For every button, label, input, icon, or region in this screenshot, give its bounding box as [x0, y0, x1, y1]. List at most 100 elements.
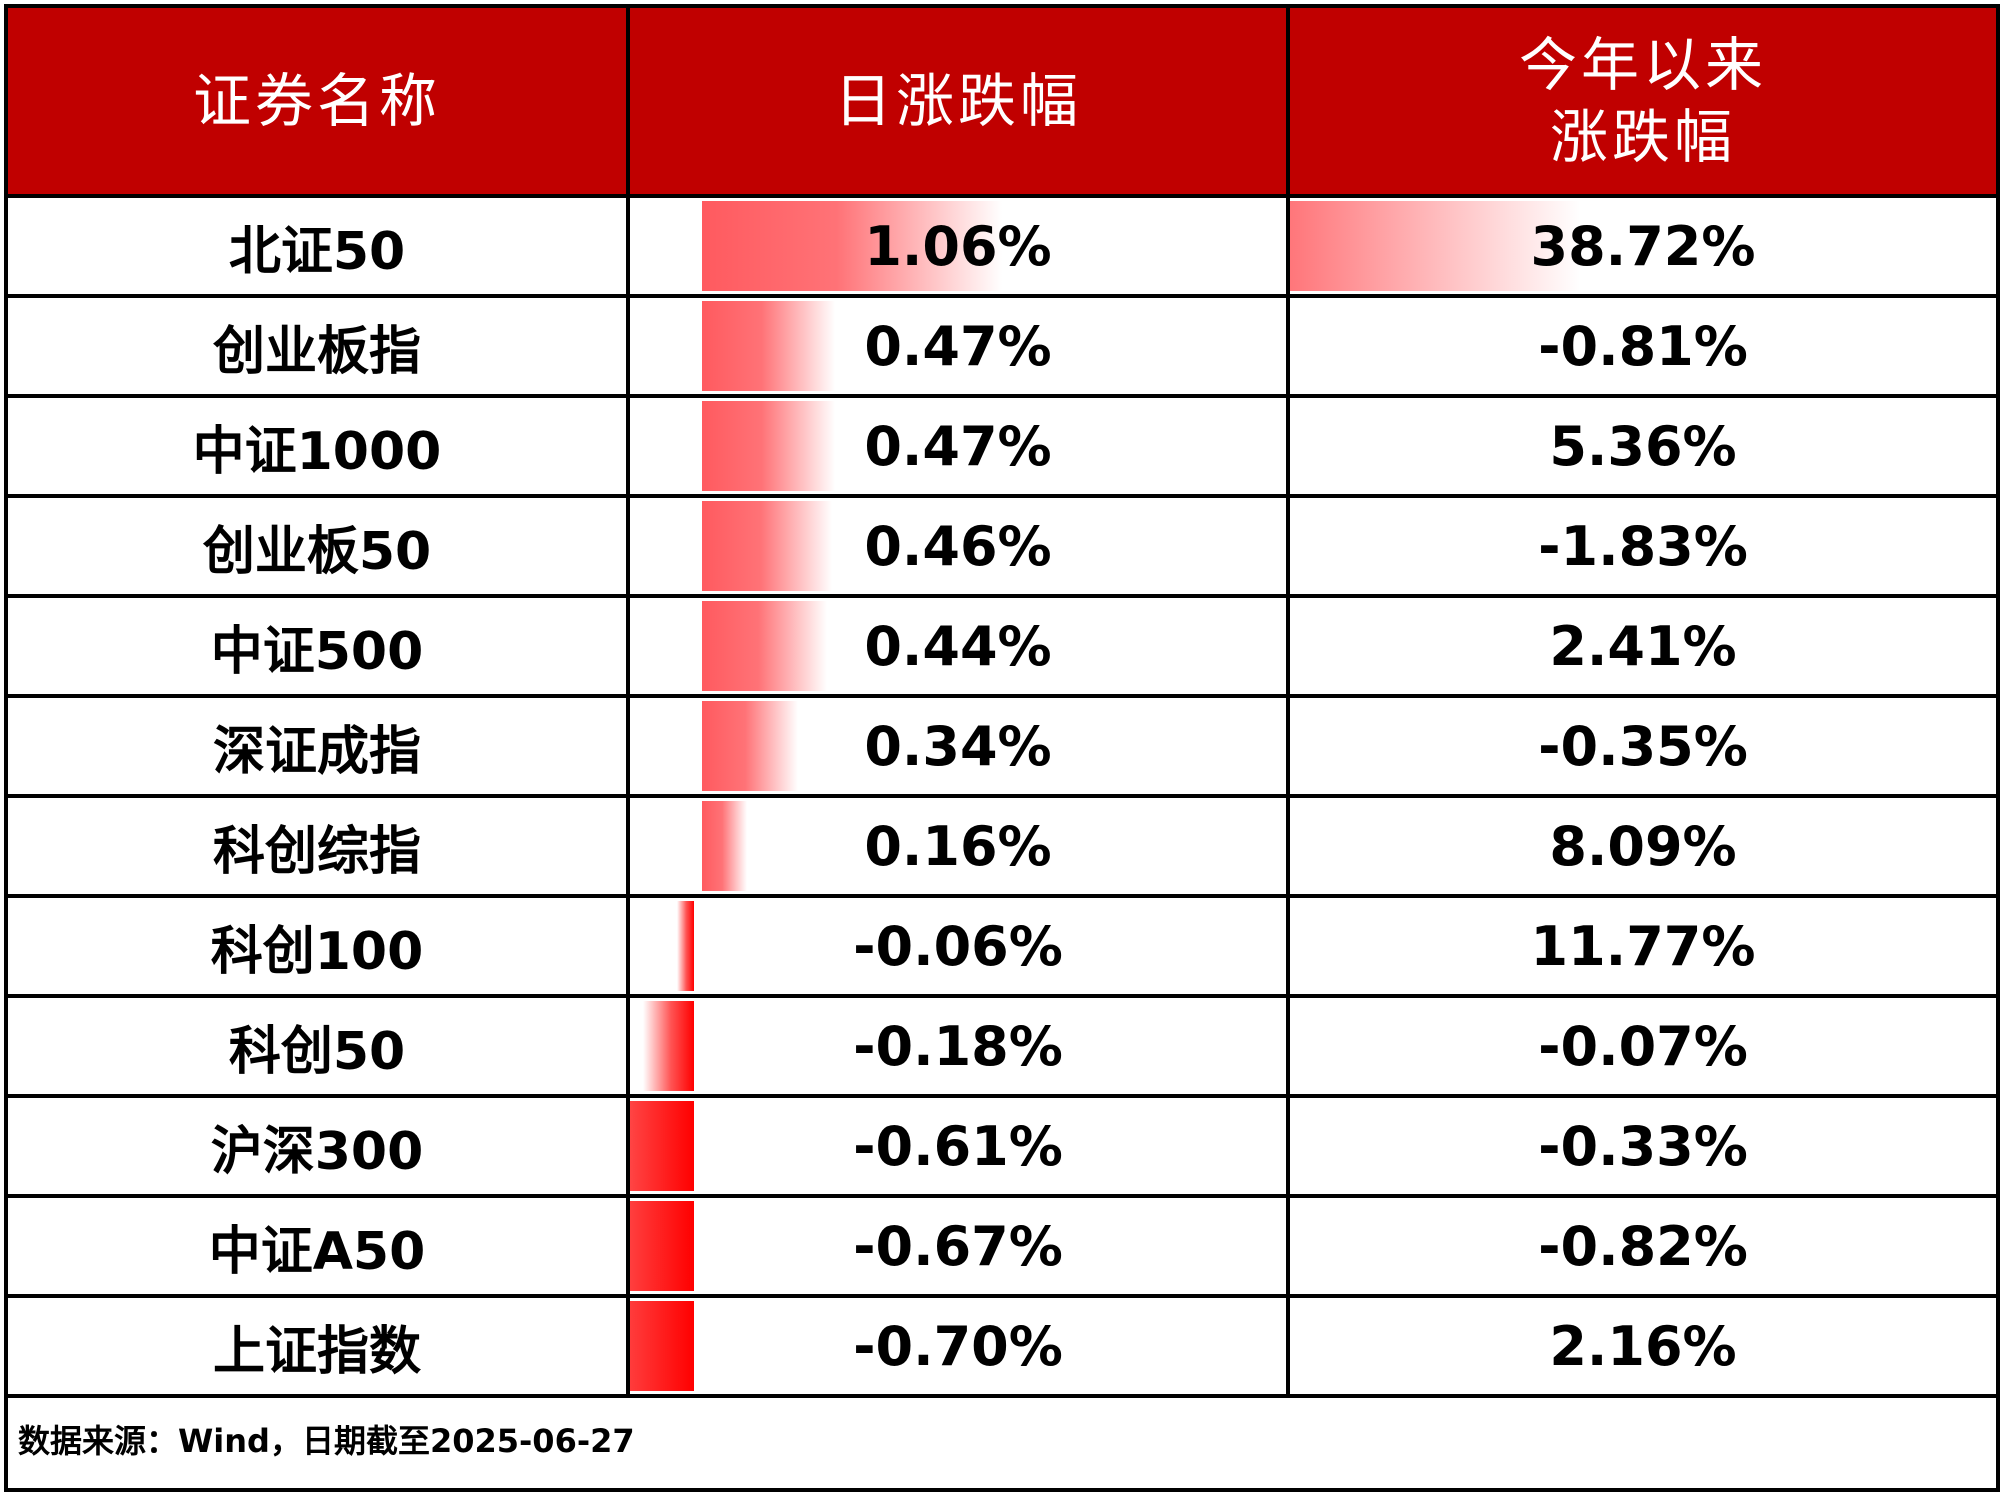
security-name: 科创50: [228, 1021, 406, 1082]
daily-change-cell: -0.67%: [626, 1198, 1286, 1294]
security-name: 沪深300: [210, 1121, 424, 1182]
daily-change-value: 0.47%: [864, 314, 1052, 378]
ytd-change-value: 2.41%: [1549, 614, 1737, 678]
ytd-change-value: -0.82%: [1538, 1214, 1748, 1278]
daily-change-cell: 1.06%: [626, 198, 1286, 294]
daily-change-value: 1.06%: [864, 214, 1052, 278]
table-row: 深证成指 0.34% -0.35%: [8, 698, 1996, 798]
name-cell: 中证A50: [8, 1198, 626, 1294]
header-cell-daily: 日涨跌幅: [626, 8, 1286, 194]
ytd-change-value: 11.77%: [1530, 914, 1756, 978]
ytd-change-cell: -0.33%: [1286, 1098, 1996, 1194]
name-cell: 中证500: [8, 598, 626, 694]
security-name: 中证A50: [208, 1221, 426, 1282]
daily-change-bar: [702, 301, 836, 391]
daily-change-value: -0.06%: [853, 914, 1063, 978]
daily-change-value: -0.61%: [853, 1114, 1063, 1178]
security-name: 科创100: [210, 921, 424, 982]
name-cell: 创业板50: [8, 498, 626, 594]
daily-change-value: -0.18%: [853, 1014, 1063, 1078]
daily-change-cell: -0.06%: [626, 898, 1286, 994]
daily-change-value: 0.16%: [864, 814, 1052, 878]
table-header: 证券名称 日涨跌幅 今年以来 涨跌幅: [8, 8, 1996, 198]
ytd-change-cell: 2.41%: [1286, 598, 1996, 694]
name-cell: 沪深300: [8, 1098, 626, 1194]
table-row: 中证500 0.44% 2.41%: [8, 598, 1996, 698]
table-row: 创业板指 0.47% -0.81%: [8, 298, 1996, 398]
table-row: 北证50 1.06% 38.72%: [8, 198, 1996, 298]
daily-change-value: 0.44%: [864, 614, 1052, 678]
ytd-change-cell: -1.83%: [1286, 498, 1996, 594]
ytd-change-cell: 8.09%: [1286, 798, 1996, 894]
table-row: 科创综指 0.16% 8.09%: [8, 798, 1996, 898]
ytd-change-cell: 5.36%: [1286, 398, 1996, 494]
security-name: 上证指数: [212, 1321, 421, 1382]
daily-change-value: 0.46%: [864, 514, 1052, 578]
table-row: 创业板50 0.46% -1.83%: [8, 498, 1996, 598]
name-cell: 深证成指: [8, 698, 626, 794]
daily-change-cell: 0.34%: [626, 698, 1286, 794]
name-cell: 北证50: [8, 198, 626, 294]
daily-change-cell: 0.47%: [626, 298, 1286, 394]
daily-change-bar: [702, 701, 799, 791]
name-cell: 上证指数: [8, 1298, 626, 1394]
ytd-change-value: 8.09%: [1549, 814, 1737, 878]
header-name-label: 证券名称: [192, 66, 441, 135]
ytd-change-value: -0.81%: [1538, 314, 1748, 378]
daily-change-cell: 0.16%: [626, 798, 1286, 894]
name-cell: 科创100: [8, 898, 626, 994]
table-row: 沪深300 -0.61% -0.33%: [8, 1098, 1996, 1198]
name-cell: 创业板指: [8, 298, 626, 394]
daily-change-bar: [630, 1101, 694, 1191]
security-name: 北证50: [228, 221, 406, 282]
ytd-change-value: -0.33%: [1538, 1114, 1748, 1178]
daily-change-value: -0.70%: [853, 1314, 1063, 1378]
daily-change-bar: [702, 401, 836, 491]
ytd-change-bar: [1290, 201, 1580, 291]
security-name: 创业板50: [202, 521, 432, 582]
security-name: 科创综指: [212, 821, 421, 882]
ytd-change-value: 38.72%: [1530, 214, 1756, 278]
security-name: 深证成指: [212, 721, 421, 782]
data-table: 证券名称 日涨跌幅 今年以来 涨跌幅 北证50 1.06% 38.72% 创业板指 0.…: [4, 4, 2000, 1492]
ytd-change-cell: -0.82%: [1286, 1198, 1996, 1294]
security-name: 中证1000: [192, 421, 442, 482]
ytd-change-value: -0.35%: [1538, 714, 1748, 778]
ytd-change-cell: -0.07%: [1286, 998, 1996, 1094]
table-row: 中证A50 -0.67% -0.82%: [8, 1198, 1996, 1298]
daily-change-cell: 0.47%: [626, 398, 1286, 494]
daily-change-cell: -0.70%: [626, 1298, 1286, 1394]
table-row: 科创100 -0.06% 11.77%: [8, 898, 1996, 998]
daily-change-bar: [702, 201, 1002, 291]
security-name: 创业板指: [212, 321, 421, 382]
ytd-change-value: 5.36%: [1549, 414, 1737, 478]
ytd-change-cell: -0.35%: [1286, 698, 1996, 794]
daily-change-bar: [643, 1001, 694, 1091]
ytd-change-cell: 2.16%: [1286, 1298, 1996, 1394]
ytd-change-value: -0.07%: [1538, 1014, 1748, 1078]
name-cell: 中证1000: [8, 398, 626, 494]
ytd-change-cell: 38.72%: [1286, 198, 1996, 294]
table-row: 科创50 -0.18% -0.07%: [8, 998, 1996, 1098]
daily-change-cell: 0.44%: [626, 598, 1286, 694]
table-row: 上证指数 -0.70% 2.16%: [8, 1298, 1996, 1398]
ytd-change-value: 2.16%: [1549, 1314, 1737, 1378]
ytd-change-value: -1.83%: [1538, 514, 1748, 578]
daily-change-bar: [702, 501, 833, 591]
daily-change-bar: [677, 901, 694, 991]
daily-change-cell: 0.46%: [626, 498, 1286, 594]
daily-change-cell: -0.61%: [626, 1098, 1286, 1194]
ytd-change-cell: -0.81%: [1286, 298, 1996, 394]
header-daily-label: 日涨跌幅: [833, 66, 1082, 135]
daily-change-bar: [630, 1201, 694, 1291]
header-cell-name: 证券名称: [8, 8, 626, 194]
header-cell-ytd: 今年以来 涨跌幅: [1286, 8, 1996, 194]
daily-change-bar: [702, 601, 827, 691]
name-cell: 科创50: [8, 998, 626, 1094]
daily-change-bar: [702, 801, 748, 891]
daily-change-value: 0.34%: [864, 714, 1052, 778]
daily-change-value: -0.67%: [853, 1214, 1063, 1278]
header-ytd-label: 今年以来 涨跌幅: [1518, 30, 1767, 172]
daily-change-bar: [630, 1301, 694, 1391]
table-row: 中证1000 0.47% 5.36%: [8, 398, 1996, 498]
